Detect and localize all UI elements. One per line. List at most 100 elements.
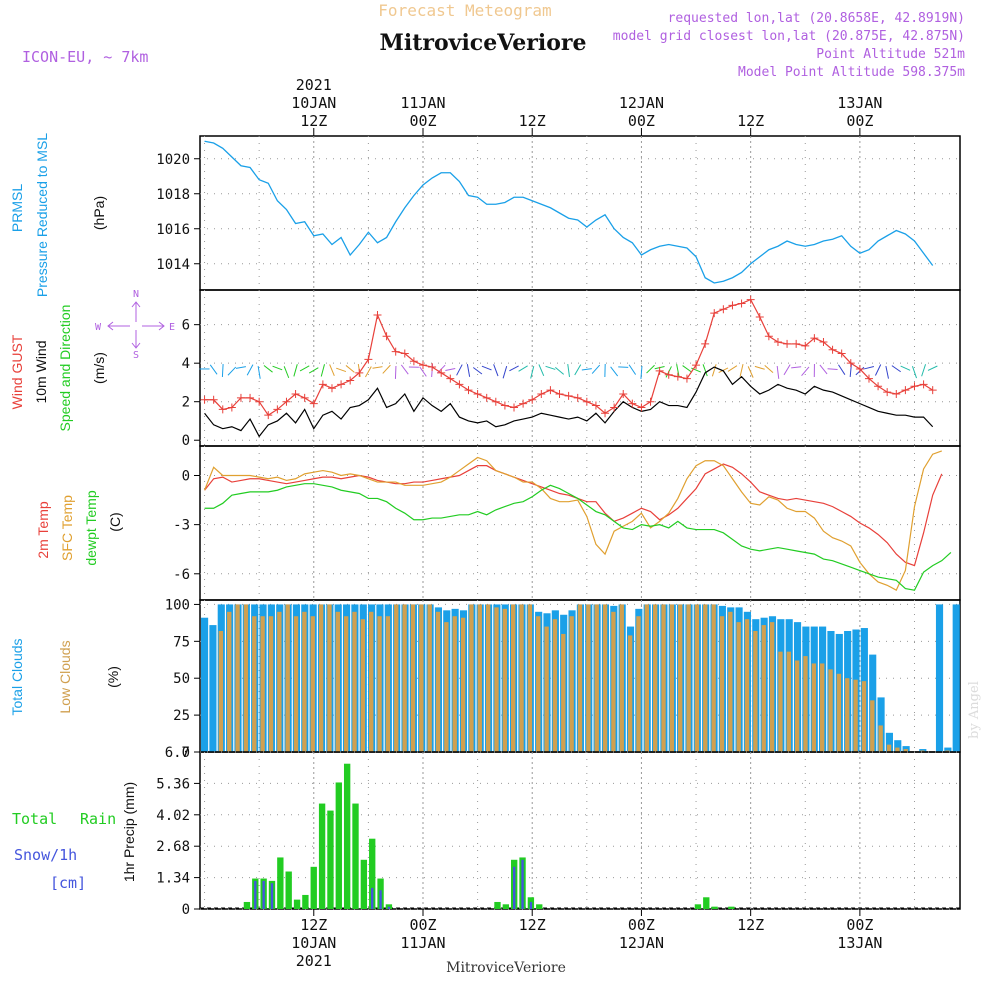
- wind-direction-arrow: [727, 365, 738, 372]
- low-clouds-bar: [235, 604, 240, 752]
- low-clouds-bar: [694, 604, 700, 752]
- precip-ytick-label: 5.36: [156, 776, 190, 792]
- low-clouds-bar: [611, 611, 616, 752]
- low-clouds-bar: [519, 604, 524, 752]
- snow-bar: [521, 859, 524, 909]
- wind-gust-point: [728, 301, 737, 310]
- bottom-time-label: 11JAN: [400, 934, 445, 952]
- wind-direction-arrow: [801, 366, 810, 376]
- rain-bar: [711, 906, 718, 909]
- clouds-side-labels: Total Clouds Low Clouds (%): [9, 638, 121, 715]
- wind-gust-point: [874, 382, 883, 391]
- wind-gust-point: [773, 338, 782, 346]
- wind-direction-arrow: [329, 364, 335, 377]
- temp-2m-line: [204, 463, 943, 567]
- rain-bar: [293, 899, 301, 909]
- model-label: ICON-EU, ~ 7km: [22, 48, 148, 66]
- clouds-ytick-label: 100: [165, 597, 190, 613]
- low-clouds-bar: [243, 604, 249, 752]
- temperature-side-labels: 2m Temp SFC Temp dewpt Temp (C): [35, 490, 123, 565]
- low-clouds-bar: [444, 622, 449, 752]
- wind-gust-point: [346, 376, 355, 385]
- low-clouds-bar: [853, 679, 858, 752]
- low-clouds-bar: [385, 616, 391, 752]
- footer-station: MitroviceVeriore: [446, 960, 566, 976]
- wind-gust-point: [901, 386, 910, 395]
- low-clouds-bar: [761, 625, 766, 752]
- wind-ytick-label: 4: [182, 356, 190, 372]
- clouds-panel: 0 25 50 75 100: [165, 597, 961, 761]
- wind-direction-arrow: [263, 365, 273, 373]
- low-clouds-label: Low Clouds: [57, 640, 73, 713]
- wind-gust-point: [919, 380, 928, 389]
- wind-direction-arrow: [791, 366, 802, 369]
- low-clouds-bar: [619, 604, 624, 752]
- wind-direction-arrow: [293, 364, 298, 377]
- low-clouds-bar: [485, 604, 491, 752]
- watermark: by Angel: [967, 681, 982, 739]
- rain-bar: [285, 871, 292, 909]
- pressure-panel: 1014 1016 1018 1020: [156, 135, 961, 291]
- wind-gust-point: [236, 393, 245, 402]
- low-clouds-bar: [678, 604, 683, 752]
- top-time-label: 00Z: [409, 112, 436, 130]
- rain-bar: [494, 901, 501, 909]
- wind-direction-arrow: [819, 364, 828, 375]
- low-clouds-bar: [836, 673, 842, 752]
- wind-direction-arrow: [711, 364, 717, 377]
- wind-direction-arrow: [394, 365, 397, 379]
- clouds-ytick-label: 75: [173, 634, 190, 650]
- wind-direction-arrow: [567, 364, 570, 377]
- wind-direction-arrow: [682, 365, 692, 373]
- wind-direction-arrow: [372, 366, 383, 369]
- low-clouds-bar: [811, 663, 817, 752]
- wind-direction-arrow: [921, 364, 927, 377]
- total-label: Total: [12, 810, 57, 828]
- wind-gust-point: [601, 409, 610, 418]
- top-time-label: 13JAN: [837, 94, 882, 112]
- total-clouds-bar: [885, 732, 893, 752]
- rain-bar: [369, 838, 376, 909]
- wind-gust-point: [710, 309, 719, 318]
- wind-gust-point: [828, 345, 837, 354]
- direction-label: Speed and Direction: [57, 305, 73, 432]
- precip-side-labels: Total Rain Snow/1h [cm] 1hr Precip (mm): [12, 782, 137, 892]
- snow-bar: [513, 866, 516, 909]
- compass: N S E W: [95, 289, 175, 361]
- pressure-unit-label: (hPa): [91, 196, 107, 230]
- precip-ytick-label: 6.7: [165, 745, 190, 761]
- wind-gust-point: [855, 364, 864, 373]
- wind-direction-arrow: [246, 364, 254, 376]
- low-clouds-bar: [477, 604, 482, 752]
- wind-gust-point: [737, 299, 746, 308]
- top-time-label: 2021: [296, 76, 332, 94]
- low-clouds-bar: [778, 651, 783, 752]
- wind-gust-point: [473, 390, 482, 398]
- low-clouds-bar: [870, 700, 875, 752]
- wind-gust-point: [309, 399, 318, 408]
- wind-frame: [199, 289, 961, 447]
- wind-direction-arrow: [591, 364, 601, 374]
- low-clouds-bar: [302, 611, 307, 752]
- wind-gust-point: [883, 388, 892, 397]
- low-clouds-bar: [820, 663, 825, 752]
- total-clouds-bar: [935, 604, 944, 752]
- wind-gust-point: [337, 380, 346, 389]
- wind-gust-point: [255, 397, 264, 406]
- compass-e: E: [169, 322, 175, 333]
- wind-gust-point: [928, 386, 937, 395]
- wind-direction-arrow: [646, 364, 655, 374]
- wind-direction-arrow: [509, 365, 519, 372]
- low-clouds-bar: [794, 660, 800, 752]
- precip-unit-label: 1hr Precip (mm): [121, 782, 137, 882]
- low-clouds-bar: [703, 604, 708, 752]
- station-title: MitroviceVeriore: [380, 30, 587, 56]
- wind-gust-point: [200, 395, 209, 404]
- wind-direction-arrow: [927, 365, 938, 371]
- low-clouds-bar: [661, 604, 666, 752]
- t2m-label: 2m Temp: [35, 501, 51, 559]
- bottom-time-label: 13JAN: [837, 934, 882, 952]
- low-clouds-bar: [845, 678, 850, 752]
- wind-gust-point: [455, 380, 464, 389]
